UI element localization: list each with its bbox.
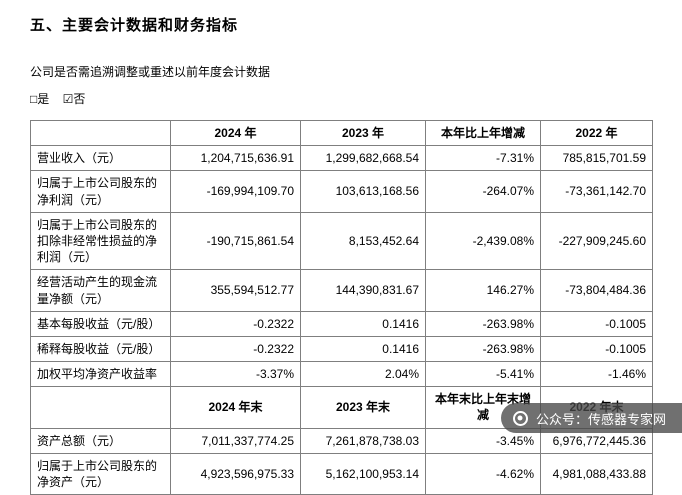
column-header: 2022 年 <box>540 119 653 147</box>
cell-value: 7,261,878,738.03 <box>300 427 426 454</box>
cell-value: -190,715,861.54 <box>170 211 301 271</box>
table-row: 加权平均净资产收益率 -3.37% 2.04% -5.41% -1.46% <box>30 361 653 388</box>
cell-value: -0.1005 <box>540 335 653 363</box>
cell-value: 5,162,100,953.14 <box>300 452 426 495</box>
cell-value: -73,361,142.70 <box>540 170 653 213</box>
cell-value: 8,153,452.64 <box>300 211 426 271</box>
cell-value: 1,204,715,636.91 <box>170 145 301 172</box>
cell-value: -4.62% <box>425 452 541 495</box>
watermark-logo-icon <box>512 410 528 426</box>
cell-value: -0.2322 <box>170 335 301 363</box>
cell-value: 7,011,337,774.25 <box>170 427 301 454</box>
column-header: 2024 年末 <box>170 386 301 429</box>
cell-value: 785,815,701.59 <box>540 145 653 172</box>
cell-value: -169,994,109.70 <box>170 170 301 213</box>
cell-value: -263.98% <box>425 310 541 337</box>
watermark-badge: 公众号：传感器专家网 <box>500 403 682 433</box>
cell-value: 144,390,831.67 <box>300 269 426 312</box>
column-header: 2023 年末 <box>300 386 426 429</box>
checkbox-yes: □是 <box>30 92 50 106</box>
cell-value: 1,299,682,668.54 <box>300 145 426 172</box>
row-label: 归属于上市公司股东的扣除非经常性损益的净利润（元） <box>30 211 171 271</box>
row-label: 营业收入（元） <box>30 145 171 172</box>
cell-value: 0.1416 <box>300 335 426 363</box>
cell-value: -5.41% <box>425 361 541 388</box>
table-header-row-annual: 2024 年 2023 年 本年比上年增减 2022 年 <box>30 119 653 147</box>
cell-value: -2,439.08% <box>425 211 541 271</box>
cell-value: -263.98% <box>425 335 541 363</box>
cell-value: 4,923,596,975.33 <box>170 452 301 495</box>
cell-value: 146.27% <box>425 269 541 312</box>
table-row: 营业收入（元） 1,204,715,636.91 1,299,682,668.5… <box>30 145 653 172</box>
table-row: 归属于上市公司股东的净资产（元） 4,923,596,975.33 5,162,… <box>30 452 653 495</box>
cell-value: 355,594,512.77 <box>170 269 301 312</box>
watermark-text: 公众号：传感器专家网 <box>535 411 666 427</box>
section-title: 五、主要会计数据和财务指标 <box>30 17 239 34</box>
row-label: 加权平均净资产收益率 <box>30 361 171 388</box>
column-header: 2024 年 <box>170 119 301 147</box>
financial-indicators-table: 2024 年 2023 年 本年比上年增减 2022 年 营业收入（元） 1,2… <box>30 119 653 495</box>
cell-value: 2.04% <box>300 361 426 388</box>
table-row: 归属于上市公司股东的净利润（元） -169,994,109.70 103,613… <box>30 170 653 213</box>
cell-value: 4,981,088,433.88 <box>540 452 653 495</box>
cell-value: 103,613,168.56 <box>300 170 426 213</box>
cell-value: -0.2322 <box>170 310 301 337</box>
row-label: 经营活动产生的现金流量净额（元） <box>30 269 171 312</box>
table-row: 经营活动产生的现金流量净额（元） 355,594,512.77 144,390,… <box>30 269 653 312</box>
column-header <box>30 119 171 147</box>
cell-value: -264.07% <box>425 170 541 213</box>
column-header <box>30 386 171 429</box>
cell-value: -0.1005 <box>540 310 653 337</box>
cell-value: -7.31% <box>425 145 541 172</box>
table-row: 基本每股收益（元/股） -0.2322 0.1416 -263.98% -0.1… <box>30 310 653 337</box>
cell-value: -3.37% <box>170 361 301 388</box>
cell-value: -227,909,245.60 <box>540 211 653 271</box>
row-label: 归属于上市公司股东的净资产（元） <box>30 452 171 495</box>
cell-value: 0.1416 <box>300 310 426 337</box>
restatement-options: □是 ☑否 <box>30 90 652 107</box>
row-label: 归属于上市公司股东的净利润（元） <box>30 170 171 213</box>
table-row: 归属于上市公司股东的扣除非经常性损益的净利润（元） -190,715,861.5… <box>30 211 653 271</box>
table-row: 稀释每股收益（元/股） -0.2322 0.1416 -263.98% -0.1… <box>30 335 653 363</box>
column-header: 本年比上年增减 <box>425 119 541 147</box>
column-header: 2023 年 <box>300 119 426 147</box>
checkbox-no: ☑否 <box>62 92 86 106</box>
row-label: 资产总额（元） <box>30 427 171 454</box>
row-label: 稀释每股收益（元/股） <box>30 335 171 363</box>
cell-value: -73,804,484.36 <box>540 269 653 312</box>
row-label: 基本每股收益（元/股） <box>30 310 171 337</box>
cell-value: -1.46% <box>540 361 653 388</box>
restatement-question: 公司是否需追溯调整或重述以前年度会计数据 <box>30 65 271 79</box>
